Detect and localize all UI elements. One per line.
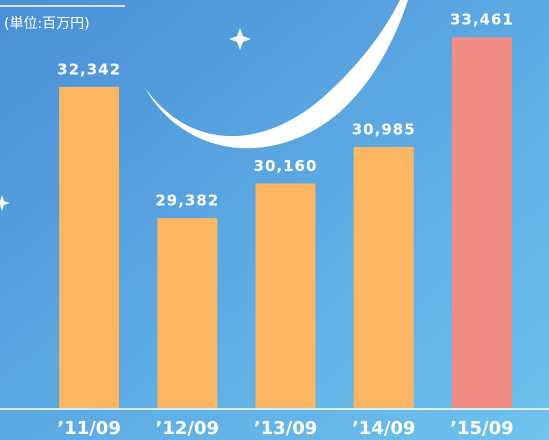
x-tick-label: ’15/09: [450, 418, 514, 439]
value-label: 32,342: [57, 60, 121, 78]
value-label: 30,985: [352, 121, 416, 139]
bar: [59, 87, 119, 408]
x-tick-label: ’11/09: [57, 418, 121, 439]
value-label: 33,461: [450, 11, 514, 29]
x-tick-label: ’14/09: [352, 418, 416, 439]
unit-label: (単位:百万円): [4, 16, 90, 32]
bar: [157, 218, 217, 408]
bar: [354, 147, 414, 408]
x-tick-label: ’13/09: [254, 418, 318, 439]
value-label: 29,382: [155, 192, 219, 210]
value-label: 30,160: [254, 157, 318, 175]
bar: [452, 37, 512, 408]
x-tick-label: ’12/09: [156, 418, 220, 439]
bar: [256, 184, 316, 408]
chart: (単位:百万円) ’11/09 32,342 ’12/09 29,382 ’13/09 3…: [0, 0, 549, 440]
